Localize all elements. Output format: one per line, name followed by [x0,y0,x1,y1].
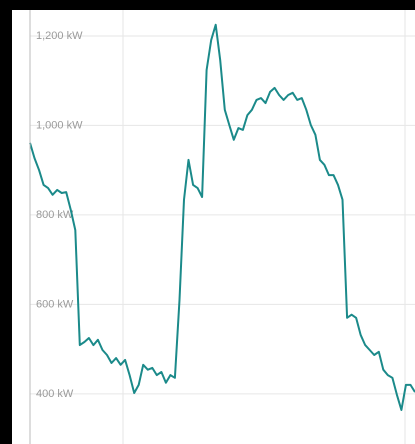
y-tick-label: 1,000 kW [36,119,83,131]
y-tick-label: 600 kW [36,298,74,310]
y-tick-label: 400 kW [36,388,74,400]
y-tick-label: 1,200 kW [36,30,83,42]
frame-top [0,0,415,10]
y-tick-label: 800 kW [36,209,74,221]
plot: 400 kW 600 kW 800 kW 1,000 kW 1,200 kW [29,23,415,411]
data-line [29,23,415,411]
frame-left [0,0,12,444]
